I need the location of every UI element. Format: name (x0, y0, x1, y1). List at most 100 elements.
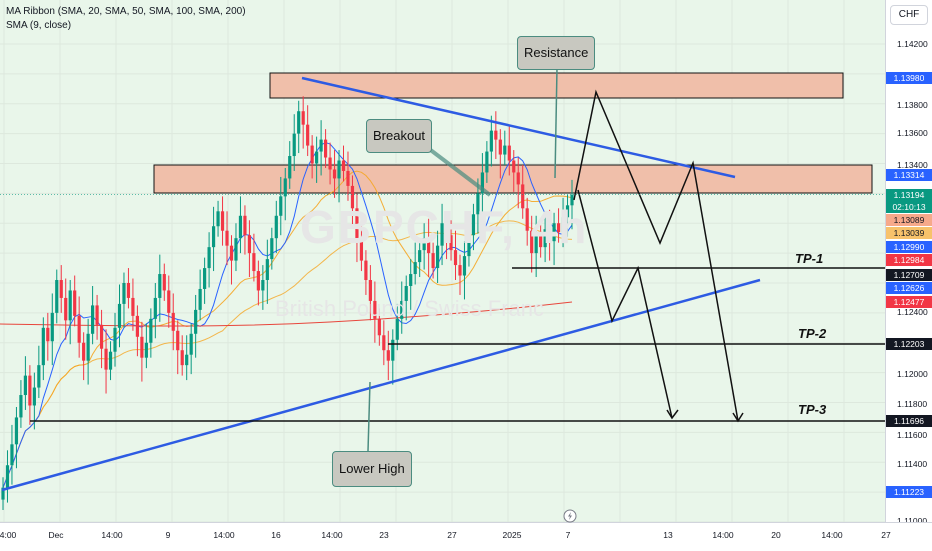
candle-body (512, 160, 516, 173)
candle-body (207, 247, 211, 269)
time-tick: 14:00 (321, 530, 343, 540)
candle-body (368, 280, 372, 301)
drawings (0, 67, 885, 492)
candle-body (32, 387, 36, 406)
candle-body (341, 160, 346, 171)
candle-body (95, 305, 99, 325)
candle-body (41, 327, 45, 366)
time-tick: 23 (379, 530, 389, 540)
price-chart[interactable] (0, 0, 885, 522)
candle-body (234, 238, 238, 261)
price-tick: 1.13800 (897, 100, 928, 110)
candle-body (10, 444, 14, 466)
candle-body (476, 193, 480, 215)
candle-body (485, 151, 489, 173)
candle-body (556, 223, 561, 233)
candle-body (534, 235, 538, 254)
time-scale[interactable] (0, 522, 932, 551)
indicator-legend: MA Ribbon (SMA, 20, SMA, 50, SMA, 100, S… (6, 5, 246, 33)
candle-body (171, 312, 175, 331)
time-tick: 14:00 (821, 530, 843, 540)
candle-body (37, 365, 41, 388)
tp3-label: TP-3 (798, 402, 827, 417)
price-badge: 1.11696 (886, 415, 932, 427)
candle-body (413, 262, 417, 275)
ascending-trendline (1, 278, 761, 492)
candle-body (238, 215, 243, 239)
candle-body (435, 245, 440, 269)
candle-body (547, 229, 552, 242)
price-badge: 1.12709 (886, 269, 932, 281)
candle-body (288, 156, 292, 179)
candle-body (108, 351, 113, 370)
arrowhead (732, 412, 744, 423)
candle-body (386, 350, 390, 361)
price-tick: 1.13400 (897, 160, 928, 170)
candle-body (350, 185, 355, 209)
candle-body (530, 230, 534, 254)
price-tick: 1.11800 (897, 399, 928, 409)
lower-high-callout: Lower High (332, 451, 412, 487)
candle-body (122, 283, 126, 304)
candle-body (149, 318, 153, 343)
candle-body (395, 318, 399, 340)
candle-body (220, 211, 225, 231)
projection-path-a (573, 89, 739, 422)
legend-ma-ribbon[interactable]: MA Ribbon (SMA, 20, SMA, 50, SMA, 100, S… (6, 6, 246, 17)
candle-body (185, 354, 189, 366)
candle-body (113, 327, 117, 352)
candle-body (503, 145, 507, 155)
candle-body (364, 260, 368, 281)
candle-body (167, 290, 171, 313)
time-tick: 7 (565, 530, 571, 540)
candle-body (194, 309, 198, 334)
arrowhead (666, 409, 679, 420)
candle-body (561, 217, 565, 233)
candle-body (359, 238, 364, 261)
candle-body (162, 274, 166, 291)
candle-body (319, 139, 323, 152)
candle-body (140, 336, 144, 358)
candle-body (64, 297, 68, 321)
candle-body (427, 238, 431, 254)
candle-body (570, 194, 574, 206)
candle-body (176, 330, 180, 351)
breakout-callout-pointer (418, 140, 492, 197)
breakout-callout: Breakout (366, 119, 433, 153)
candle-body (50, 312, 54, 342)
lightning-icon[interactable] (563, 509, 577, 523)
candle-body (516, 172, 520, 185)
legend-sma[interactable]: SMA (9, close) (6, 20, 72, 31)
lower-high-callout-pointer (367, 381, 371, 452)
candle-body (453, 250, 458, 266)
candle-body (440, 223, 444, 246)
candle-body (444, 223, 449, 236)
price-tick: 1.11000 (897, 516, 928, 526)
candle-body (77, 315, 81, 343)
candle-body (86, 333, 90, 361)
candle-body (91, 305, 95, 334)
candle-body (328, 157, 332, 170)
candle-body (73, 290, 77, 316)
candle-body (521, 184, 525, 209)
price-badge: 1.12626 (886, 282, 932, 294)
candle-body (400, 300, 404, 319)
candle-body (422, 238, 426, 251)
candle-body (68, 290, 72, 321)
price-tick: 1.12400 (897, 307, 928, 317)
time-tick: 27 (447, 530, 457, 540)
candle-body (104, 348, 108, 370)
resistance-zones (153, 72, 873, 194)
currency-button[interactable]: CHF (890, 5, 928, 25)
sma200-line (0, 301, 573, 327)
candle-body (23, 375, 28, 396)
candle-body (117, 303, 122, 328)
candle-body (382, 335, 386, 351)
sma20-line (2, 170, 573, 488)
candle-body (480, 172, 484, 194)
candle-body (82, 342, 86, 361)
candle-body (498, 139, 502, 155)
candle-body (525, 208, 529, 231)
candle-body (471, 214, 476, 236)
